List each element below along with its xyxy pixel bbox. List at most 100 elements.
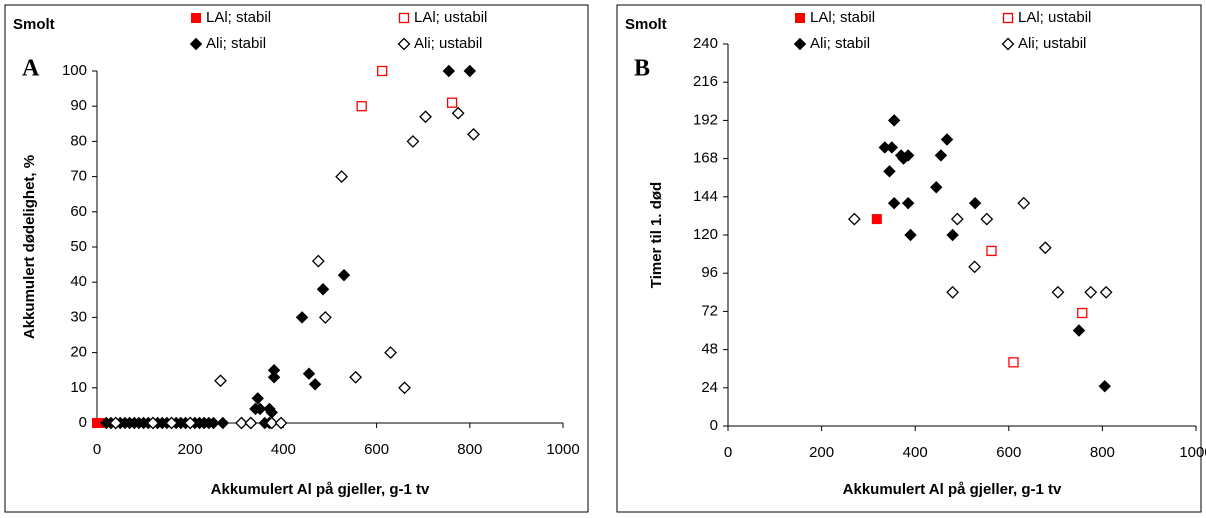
legend-marker [191,13,201,23]
legend-label: LAl; ustabil [1018,9,1091,26]
point [183,416,197,430]
point [311,254,325,268]
point [463,64,477,78]
point [1077,307,1088,319]
y-tick-label: 30 [70,308,87,325]
x-tick-label: 600 [996,444,1021,461]
y-tick-label: 24 [701,379,718,396]
y-tick-label: 50 [70,238,87,255]
legend-marker [398,12,410,24]
y-tick-label: 72 [701,302,718,319]
point [318,310,332,324]
x-tick-label: 800 [457,441,482,458]
y-tick-label: 216 [693,73,718,90]
legend-marker [1002,12,1014,24]
panel-frame [616,4,1202,513]
y-tick-label: 100 [62,62,87,79]
x-tick-label: 200 [178,441,203,458]
point [1072,324,1086,337]
point [1051,285,1065,299]
legend-marker [1001,37,1015,51]
legend-label: LAl; ustabil [414,9,487,26]
x-tick-label: 200 [809,444,834,461]
point [930,181,943,194]
point [1099,285,1113,299]
point [1084,285,1098,299]
point [216,416,230,430]
point [349,370,363,384]
point [946,285,960,299]
legend-marker [795,13,805,23]
corner-label: Smolt [13,16,55,33]
legend-label: LAl; stabil [810,9,875,26]
y-tick-label: 10 [70,379,87,396]
point [267,363,281,377]
point [244,416,258,430]
point [146,416,160,430]
point [901,149,915,162]
y-tick-label: 48 [701,341,718,358]
point [467,127,480,141]
y-tick-label: 40 [70,273,87,290]
point [235,416,248,430]
y-axis-label: Timer til 1. død [648,182,665,288]
point [165,416,178,430]
legend-label: Ali; stabil [206,35,266,52]
point [377,65,388,77]
y-tick-label: 120 [693,226,718,243]
y-axis-label: Akkumulert dødelighet, % [21,155,38,339]
point [442,64,456,78]
panel-frame [4,4,589,513]
y-tick-label: 0 [710,417,718,434]
x-tick-label: 800 [1090,444,1115,461]
point [265,416,279,430]
point [946,228,959,242]
point [214,374,227,388]
legend-label: Ali; ustabil [1018,35,1086,52]
legend-marker [397,37,411,51]
point [337,268,351,282]
point [451,106,465,120]
x-tick-label: 400 [271,441,296,458]
y-tick-label: 60 [70,203,87,220]
point [847,212,861,226]
legend-marker [793,37,807,51]
legend-label: Ali; stabil [810,35,870,52]
x-tick-label: 0 [724,444,732,461]
point [274,416,288,430]
point [934,149,948,162]
y-tick-label: 0 [79,414,87,431]
point [356,101,367,112]
point [253,402,267,416]
point [980,212,994,226]
x-tick-label: 1000 [546,441,579,458]
point [940,133,954,146]
point [885,141,899,154]
y-tick-label: 90 [70,97,87,114]
point [295,311,309,324]
point [968,260,982,274]
point [207,416,220,430]
point [384,346,397,360]
y-tick-label: 70 [70,168,87,185]
corner-label: Smolt [625,16,667,33]
x-axis-label: Akkumulert Al på gjeller, g-1 tv [843,481,1062,498]
point [302,367,316,380]
point [883,165,896,178]
point [871,214,882,225]
point [446,97,458,108]
x-tick-label: 600 [364,441,389,458]
x-tick-label: 1000 [1179,444,1206,461]
point [1098,380,1111,393]
x-tick-label: 400 [903,444,928,461]
point [419,110,432,124]
y-tick-label: 96 [701,264,718,281]
x-tick-label: 0 [93,441,101,458]
panel-label: A [22,56,40,82]
point [950,212,964,226]
legend-label: Ali; ustabil [414,35,482,52]
point [251,392,264,405]
y-tick-label: 168 [693,150,718,167]
point [887,196,901,210]
